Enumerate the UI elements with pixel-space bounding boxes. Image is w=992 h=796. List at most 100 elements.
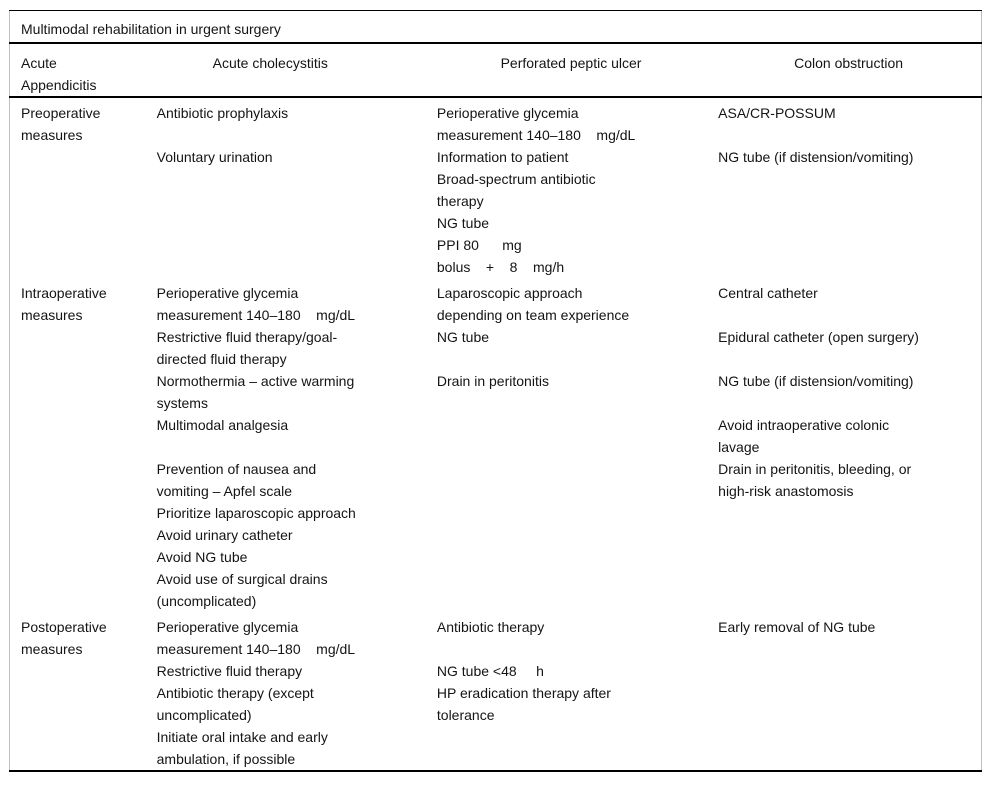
table-cell xyxy=(10,502,146,524)
table-cell: NG tube xyxy=(436,329,490,345)
table-cell: Prioritize laparoscopic approach xyxy=(156,505,356,521)
table-cell: Drain in peritonitis, bleeding, or high-… xyxy=(718,461,912,499)
table-cell: PPI 80 mg bolus + 8 mg/h xyxy=(436,237,565,275)
table-cell xyxy=(146,168,426,212)
table-cell: Avoid intraoperative colonic lavage xyxy=(718,417,890,455)
table-cell: Avoid use of surgical drains (uncomplica… xyxy=(156,571,328,609)
table-row: Antibiotic therapy (except uncomplicated… xyxy=(10,682,982,726)
table-cell xyxy=(10,234,146,278)
section-label: Postoperative measures xyxy=(21,619,107,657)
table-cell xyxy=(426,726,707,771)
table-cell: Prevention of nausea and vomiting – Apfe… xyxy=(156,461,317,499)
table-cell xyxy=(426,524,707,546)
table-cell: Initiate oral intake and early ambulatio… xyxy=(156,729,328,767)
table-row: Avoid NG tube xyxy=(10,546,982,568)
table-cell: NG tube xyxy=(436,215,490,231)
table-cell: NG tube (if distension/vomiting) xyxy=(718,373,914,389)
table-cell: Normothermia – active warming systems xyxy=(156,373,355,411)
table-cell xyxy=(10,660,146,682)
table-cell xyxy=(707,234,981,278)
rehab-table: Multimodal rehabilitation in urgent surg… xyxy=(9,10,982,772)
table-cell xyxy=(707,546,981,568)
table-cell xyxy=(707,168,981,212)
table-cell: ASA/CR-POSSUM xyxy=(718,105,836,121)
table-cell: Epidural catheter (open surgery) xyxy=(718,329,919,345)
table-cell: HP eradication therapy after tolerance xyxy=(436,685,611,723)
table-cell: Voluntary urination xyxy=(156,149,273,165)
table-cell: Laparoscopic approach depending on team … xyxy=(436,285,630,323)
table-cell: Restrictive fluid therapy xyxy=(156,663,303,679)
table-cell xyxy=(707,502,981,524)
table-body: Preoperative measures Antibiotic prophyla… xyxy=(10,97,982,771)
table-cell xyxy=(10,212,146,234)
table-row: Restrictive fluid therapy/goal- directed… xyxy=(10,326,982,370)
table-cell: Early removal of NG tube xyxy=(718,619,876,635)
section-label: Intraoperative measures xyxy=(21,285,107,323)
table-cell: NG tube (if distension/vomiting) xyxy=(718,149,914,165)
section-label: Preoperative measures xyxy=(21,105,101,143)
table-title-row: Multimodal rehabilitation in urgent surg… xyxy=(9,10,982,44)
table-cell: NG tube <48 h xyxy=(436,663,544,679)
table-cell xyxy=(707,682,981,726)
table-cell xyxy=(707,212,981,234)
table-cell xyxy=(10,726,146,771)
table-cell xyxy=(10,682,146,726)
table-cell xyxy=(426,546,707,568)
table-cell: Drain in peritonitis xyxy=(436,373,549,389)
table-cell xyxy=(426,568,707,612)
table-cell xyxy=(10,326,146,370)
table-cell: Perioperative glycemia measurement 140–1… xyxy=(156,619,356,657)
table-cell: Multimodal analgesia xyxy=(156,417,289,433)
table-cell: Information to patient xyxy=(436,149,569,165)
table-cell: Antibiotic prophylaxis xyxy=(156,105,289,121)
table-row: Avoid use of surgical drains (uncomplica… xyxy=(10,568,982,612)
table-row: Initiate oral intake and early ambulatio… xyxy=(10,726,982,771)
column-header-3: Colon obstruction xyxy=(707,43,982,98)
column-header-0: Acute Appendicitis xyxy=(9,43,146,98)
table-row: Postoperative measures Perioperative glyc… xyxy=(10,612,982,660)
table-cell: Broad-spectrum antibiotic therapy xyxy=(436,171,596,209)
table-cell xyxy=(707,524,981,546)
table-cell: Perioperative glycemia measurement 140–1… xyxy=(156,285,356,323)
table-figure: Multimodal rehabilitation in urgent surg… xyxy=(9,10,982,772)
table-cell xyxy=(707,568,981,612)
table-cell: Avoid NG tube xyxy=(156,549,248,565)
table-row: Voluntary urination Information to patien… xyxy=(10,146,982,168)
table-row: Avoid urinary catheter xyxy=(10,524,982,546)
table-cell: Antibiotic therapy (except uncomplicated… xyxy=(156,685,314,723)
table-cell xyxy=(10,146,146,168)
table-cell xyxy=(10,458,146,502)
table-cell xyxy=(10,546,146,568)
table-row: Intraoperative measures Perioperative gly… xyxy=(10,278,982,326)
table-cell xyxy=(426,458,707,502)
table-row: Multimodal analgesia Avoid intraoperative… xyxy=(10,414,982,458)
table-cell xyxy=(146,212,426,234)
table-cell: Perioperative glycemia measurement 140–1… xyxy=(436,105,636,143)
table-cell xyxy=(10,568,146,612)
column-header-1: Acute cholecystitis xyxy=(145,43,426,98)
table-cell xyxy=(10,168,146,212)
column-header-row: Acute Appendicitis Acute cholecystitis Per… xyxy=(9,43,982,98)
table-cell: Central catheter xyxy=(718,285,818,301)
table-row: Prioritize laparoscopic approach xyxy=(10,502,982,524)
table-cell xyxy=(146,234,426,278)
table-cell xyxy=(426,502,707,524)
column-header-2: Perforated peptic ulcer xyxy=(425,43,708,98)
table-row: NG tube xyxy=(10,212,982,234)
table-cell xyxy=(10,524,146,546)
table-row: Restrictive fluid therapy NG tube <48 h xyxy=(10,660,982,682)
table-cell xyxy=(707,660,981,682)
table-cell xyxy=(10,370,146,414)
table-row: Normothermia – active warming systems Dra… xyxy=(10,370,982,414)
table-row: Prevention of nausea and vomiting – Apfe… xyxy=(10,458,982,502)
table-row: Preoperative measures Antibiotic prophyla… xyxy=(10,97,982,146)
table-title: Multimodal rehabilitation in urgent surg… xyxy=(9,10,982,44)
table-cell: Avoid urinary catheter xyxy=(156,527,293,543)
table-cell xyxy=(426,414,707,458)
table-row: PPI 80 mg bolus + 8 mg/h xyxy=(10,234,982,278)
table-cell: Antibiotic therapy xyxy=(436,619,545,635)
table-cell xyxy=(10,414,146,458)
table-row: Broad-spectrum antibiotic therapy xyxy=(10,168,982,212)
table-cell xyxy=(707,726,981,771)
table-cell: Restrictive fluid therapy/goal- directed… xyxy=(156,329,338,367)
